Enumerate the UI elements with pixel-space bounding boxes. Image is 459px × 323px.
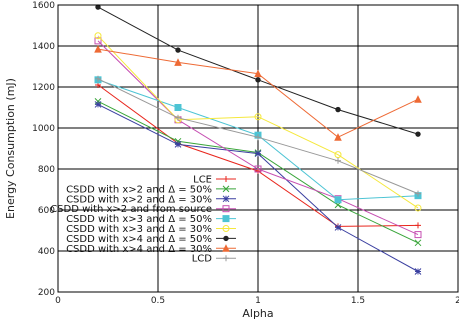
data-point: [175, 47, 181, 53]
legend-entry: CSDD with x>4 and Δ = 30%: [66, 244, 236, 255]
x-tick-label: 1: [255, 296, 261, 306]
legend-marker: [222, 185, 230, 193]
x-tick-label: 0: [55, 296, 61, 306]
legend-entry: CSDD with x>3 and Δ = 30%: [66, 224, 236, 235]
data-point: [94, 44, 102, 53]
legend-label: CSDD with x>3 and Δ = 50%: [66, 214, 212, 225]
data-point: [254, 69, 262, 78]
data-point: [415, 190, 421, 197]
legend-entry: CSDD with x>4 and Δ = 50%: [66, 234, 236, 245]
data-point: [95, 4, 101, 10]
data-point: [335, 157, 341, 164]
legend-marker: [222, 244, 230, 252]
legend-label: CSDD with x>2 and Δ = 30%: [66, 194, 212, 205]
y-tick-label: 1200: [32, 83, 55, 93]
data-point: [414, 231, 422, 239]
data-point: [334, 196, 342, 204]
legend-marker: [222, 215, 230, 223]
legend-label: CSDD with x>3 and Δ = 30%: [66, 224, 212, 235]
series: [94, 32, 422, 212]
tick-labels: 200 400 600 800 1000 1200 1400 1600 0 0.5 1 1.5 2: [32, 1, 459, 306]
data-point: [414, 204, 422, 212]
series: [95, 4, 421, 137]
data-point: [175, 114, 181, 121]
data-point: [335, 106, 341, 113]
series-line: [97, 35, 419, 209]
data-point: [94, 97, 102, 105]
data-point: [334, 224, 342, 231]
data-point: [94, 37, 102, 45]
series: [94, 44, 422, 141]
x-axis-title: Alpha: [242, 307, 273, 320]
legend-label: CSDD with x>2 and from source: [50, 204, 212, 215]
data-point: [255, 77, 261, 83]
legend-marker: [222, 205, 230, 213]
legend-marker: [222, 195, 230, 203]
y-tick-label: 200: [38, 288, 55, 298]
legend-label: LCE: [193, 175, 212, 186]
legend-entry: CSDD with x>2 and from source: [50, 204, 236, 215]
legend-label: CSDD with x>4 and Δ = 50%: [66, 234, 212, 245]
data-point: [414, 95, 422, 103]
legend-entry: CSDD with x>2 and Δ = 30%: [66, 194, 236, 205]
legend-label: LCD: [192, 254, 213, 265]
data-point: [414, 268, 422, 275]
legend-entry: CSDD with x>2 and Δ = 50%: [66, 184, 236, 195]
y-tick-label: 600: [38, 206, 55, 216]
legend-label: CSDD with x>2 and Δ = 50%: [66, 184, 212, 195]
data-point: [254, 113, 262, 121]
data-point: [174, 104, 182, 111]
data-point: [94, 101, 102, 108]
data-point: [334, 133, 342, 141]
y-axis-title: Energy Consumption (mJ): [4, 78, 17, 219]
y-tick-label: 1400: [32, 42, 55, 52]
data-point: [94, 32, 102, 40]
data-point: [415, 222, 421, 229]
plot-frame: [57, 4, 459, 293]
data-point: [334, 151, 342, 159]
data-point: [95, 75, 101, 82]
y-tick-label: 1600: [32, 1, 55, 11]
legend-marker: [223, 255, 229, 262]
y-tick-label: 1000: [32, 124, 55, 134]
data-point: [255, 134, 261, 141]
data-point: [174, 141, 182, 148]
x-tick-label: 0.5: [151, 296, 165, 306]
legend-marker: [222, 225, 230, 232]
legend-marker: [223, 176, 229, 182]
series: [94, 101, 422, 275]
y-tick-label: 400: [38, 247, 55, 257]
legend-entry: CSDD with x>3 and Δ = 50%: [66, 214, 236, 225]
data-point: [414, 239, 422, 247]
series: [95, 75, 421, 197]
data-point: [254, 150, 262, 157]
series-lines: [94, 4, 422, 275]
legend-marker: [223, 235, 229, 242]
data-point: [254, 165, 262, 173]
x-tick-label: 1.5: [351, 296, 365, 306]
x-tick-label: 2: [455, 296, 459, 306]
legend-label: CSDD with x>4 and Δ = 30%: [66, 244, 212, 255]
series-line: [97, 40, 419, 236]
legend-entry: LCD: [192, 254, 236, 265]
y-tick-label: 800: [38, 165, 55, 175]
data-point: [174, 58, 182, 66]
data-point: [415, 131, 421, 137]
legend-entry: LCE: [193, 175, 236, 186]
